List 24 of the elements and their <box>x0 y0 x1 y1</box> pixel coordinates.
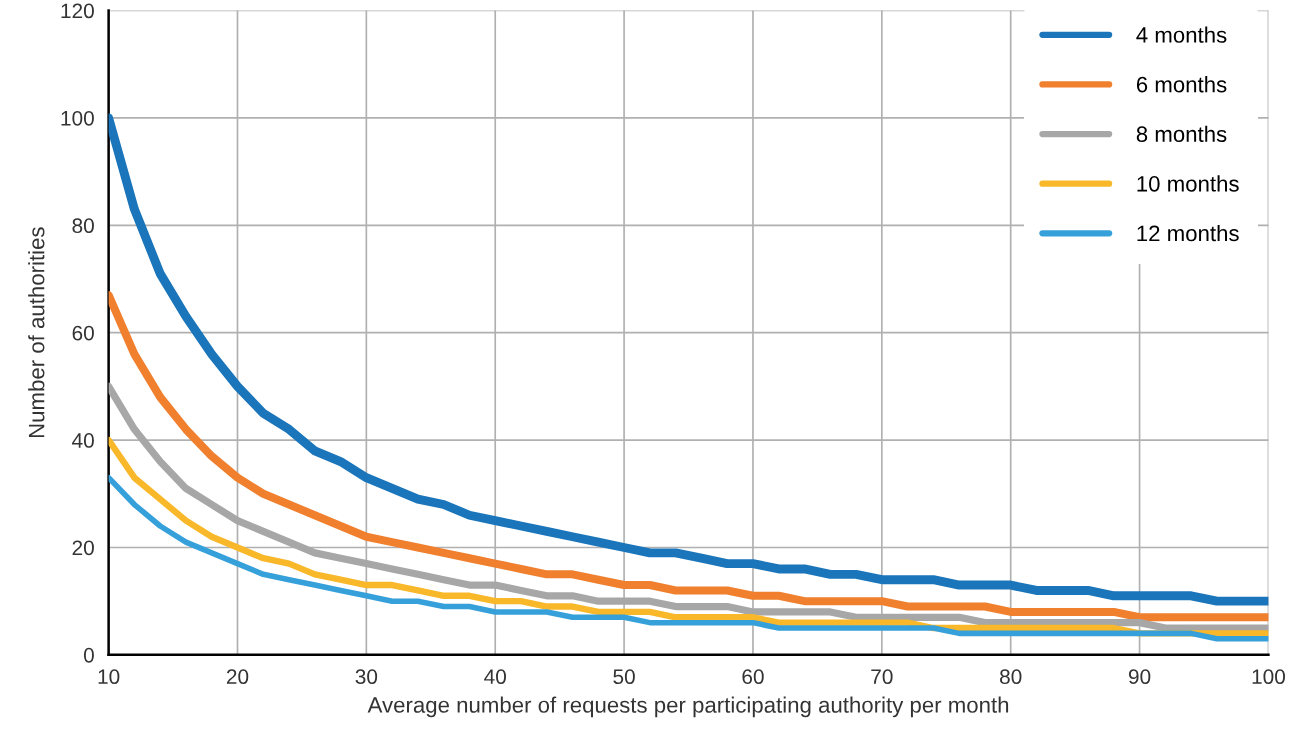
x-tick-label: 10 <box>98 669 120 685</box>
legend-label: 4 months <box>1136 26 1227 43</box>
x-tick-label: 100 <box>1252 669 1285 685</box>
y-axis-title: Number of authorities <box>28 227 45 438</box>
x-tick-label: 60 <box>742 669 764 685</box>
legend-label: 6 months <box>1136 76 1227 93</box>
y-tick-label: 60 <box>72 325 94 341</box>
x-tick-label: 70 <box>871 669 893 685</box>
legend-label: 12 months <box>1137 224 1239 242</box>
y-tick-label: 40 <box>72 433 94 448</box>
legend-label: 8 months <box>1136 125 1227 143</box>
x-tick-label: 80 <box>1000 669 1022 685</box>
y-tick-label: 0 <box>83 647 94 663</box>
y-tick-label: 120 <box>61 3 94 19</box>
x-tick-label: 20 <box>226 669 249 685</box>
y-tick-label: 100 <box>61 110 94 126</box>
y-tick-label: 20 <box>72 540 94 556</box>
x-tick-label: 90 <box>1128 669 1151 685</box>
y-tick-label: 80 <box>72 218 94 234</box>
x-tick-label: 40 <box>484 669 506 685</box>
x-tick-label: 50 <box>613 669 635 685</box>
x-axis-title: Average number of requests per participating authority per month <box>367 696 1009 718</box>
legend-label: 10 months <box>1137 175 1239 192</box>
x-tick-label: 30 <box>355 669 378 685</box>
